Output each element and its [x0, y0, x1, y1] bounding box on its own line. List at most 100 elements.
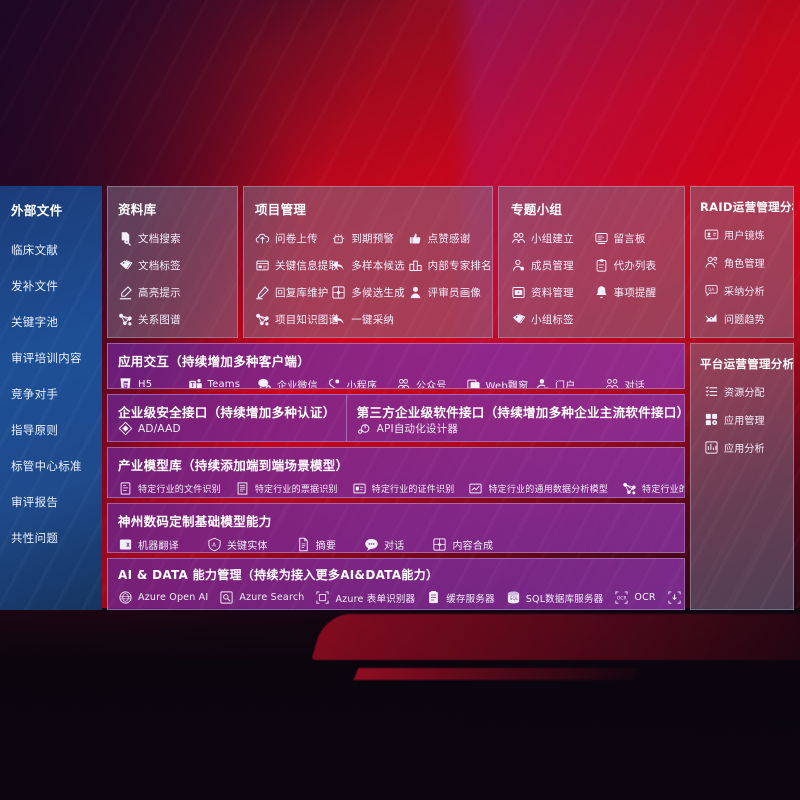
item-id-card-recognition[interactable]: 特定行业的证件识别 [352, 481, 455, 496]
item-cache-server[interactable]: 缓存服务器 [426, 590, 495, 605]
item-highlight-tip[interactable]: 高亮提示 [118, 285, 229, 300]
item-app-management[interactable]: 应用管理 [704, 412, 787, 427]
panel-raid-title: RAID运营管理分析 [700, 200, 794, 214]
item-document-tag[interactable]: 文档标签 [118, 258, 229, 273]
item-official-account[interactable]: 公众号 [396, 377, 466, 388]
item-label: AD/AAD [138, 422, 181, 435]
item-relation-graph[interactable]: 关系图谱 [118, 312, 229, 327]
item-dialog-model[interactable]: 对话 [364, 537, 404, 552]
ocr-icon: OCR [614, 590, 629, 605]
item-resource-allocation[interactable]: 资源分配 [704, 384, 787, 399]
item-sql-database-server[interactable]: SQL SQL数据库服务器 [506, 590, 604, 605]
item-miniprogram[interactable]: 小程序 [327, 377, 397, 388]
item-one-click-adopt[interactable]: 一键采纳 [331, 312, 407, 327]
item-expiry-alert[interactable]: 到期预警 [331, 231, 407, 246]
item-questionnaire-upload[interactable]: 问卷上传 [255, 231, 331, 246]
item-todo-list[interactable]: 代办列表 [594, 258, 677, 273]
item-role-manage[interactable]: 角色管理 [704, 255, 787, 270]
sql-database-icon: SQL [506, 590, 521, 605]
item-label: Azure Search [239, 592, 305, 603]
item-portal[interactable]: 门户 [535, 377, 605, 388]
item-data-analysis-model[interactable]: 特定行业的通用数据分析模型 [468, 481, 608, 496]
item-content-synthesis[interactable]: 内容合成 [432, 537, 493, 552]
thumbs-up-icon [408, 231, 423, 246]
item-label: 事项提醒 [613, 287, 657, 299]
item-web-popup[interactable]: Web飘窗 [466, 377, 536, 388]
item-wecom[interactable]: 企业微信 [257, 377, 327, 389]
item-key-info-extract[interactable]: 关键信息提取 [255, 258, 339, 273]
item-issue-trend[interactable]: 问题趋势 [704, 311, 787, 326]
sidebar-item-supplement-files[interactable]: 发补文件 [11, 279, 59, 293]
background-shape-upper [311, 614, 800, 660]
item-label: 小组标签 [531, 314, 574, 326]
item-label: 资料管理 [531, 287, 574, 299]
item-document-search[interactable]: 文档搜索 [118, 231, 229, 246]
sidebar-item-standards-center[interactable]: 标管中心标准 [11, 459, 82, 473]
item-form-recognizer[interactable]: Azure 表单识别器 [315, 590, 415, 605]
item-label: 用户镜炼 [724, 231, 765, 242]
item-summary[interactable]: 摘要 [296, 537, 336, 552]
left-column: 资料库 文档搜索 文档标签 高亮提示 [107, 186, 685, 610]
ranking-bar-icon [408, 258, 423, 273]
item-user-profile[interactable]: 用户镜炼 [704, 227, 787, 242]
top-panels-row: 资料库 文档搜索 文档标签 高亮提示 [107, 186, 685, 338]
item-material-manage[interactable]: 资料管理 [511, 285, 594, 300]
panel-project-title: 项目管理 [255, 202, 307, 217]
item-label: 文档标签 [138, 260, 181, 272]
sidebar-item-clinical-literature[interactable]: 临床文献 [11, 243, 59, 257]
band-dcits-items: A 机器翻译 A 关键实体 摘要 对话 [118, 537, 674, 552]
group-create-icon [511, 231, 526, 246]
item-dialog[interactable]: 对话 [605, 377, 675, 388]
item-label: 应用分析 [724, 444, 765, 455]
item-h5[interactable]: H5 [118, 377, 188, 388]
item-file-recognition[interactable]: 特定行业的文件识别 [118, 481, 221, 496]
item-like-thanks[interactable]: 点赞感谢 [408, 231, 484, 246]
item-app-analysis[interactable]: 应用分析 [704, 440, 787, 455]
item-member-manage[interactable]: 成员管理 [511, 258, 594, 273]
message-board-icon [594, 231, 609, 246]
item-azure-open-ai[interactable]: Azure Open AI [118, 590, 208, 605]
sidebar-item-review-report[interactable]: 审评报告 [11, 495, 59, 509]
sidebar-item-keyword-pool[interactable]: 关键字池 [11, 315, 59, 329]
band-dcits-title: 神州数码定制基础模型能力 [118, 514, 272, 529]
bell-icon [594, 285, 609, 300]
item-event-reminder[interactable]: 事项提醒 [594, 285, 677, 300]
item-message-board[interactable]: 留言板 [594, 231, 677, 246]
item-reply-library-maintain[interactable]: 回复库维护 [255, 285, 331, 300]
item-adoption-analysis[interactable]: QA 采纳分析 [704, 283, 787, 298]
user-card-icon [704, 227, 719, 242]
item-label: 企业微信 [277, 381, 318, 389]
item-key-entity[interactable]: A 关键实体 [207, 537, 268, 552]
item-label: 特定行业的证件识别 [371, 485, 455, 495]
item-group-create[interactable]: 小组建立 [511, 231, 594, 246]
sidebar-item-review-training[interactable]: 审评培训内容 [11, 351, 82, 365]
panel-platform-title: 平台运营管理分析 [700, 357, 794, 371]
item-invoice-recognition[interactable]: 特定行业的票据识别 [235, 481, 338, 496]
item-ocr[interactable]: OCR OCR [614, 590, 656, 605]
cloud-upload-icon [255, 231, 270, 246]
key-entity-icon: A [207, 537, 222, 552]
item-internal-expert-ranking[interactable]: 内部专家排名 [408, 258, 492, 273]
band-model-title: 产业模型库（持续添加端到端场景模型） [118, 458, 349, 473]
item-azure-search[interactable]: Azure Search [219, 590, 304, 605]
item-project-knowledge-graph[interactable]: 项目知识图谱 [255, 312, 339, 327]
portal-user-icon [535, 377, 550, 388]
item-label: 代办列表 [613, 260, 657, 272]
item-teams[interactable]: Teams [188, 377, 258, 388]
item-multi-candidate-generate[interactable]: 多候选生成 [331, 285, 407, 300]
item-label: 关系图谱 [138, 314, 181, 326]
item-group-tag[interactable]: 小组标签 [511, 312, 594, 327]
sidebar-item-guidelines[interactable]: 指导原则 [11, 423, 59, 437]
item-multi-sample-candidate[interactable]: 多样本候选 [331, 258, 407, 273]
item-machine-translation[interactable]: A 机器翻译 [118, 537, 179, 552]
item-api-designer[interactable]: API自动化设计器 [357, 421, 684, 436]
sidebar-item-competitors[interactable]: 竞争对手 [11, 387, 59, 401]
item-label: 采纳分析 [724, 287, 765, 298]
sidebar-item-common-issues[interactable]: 共性问题 [11, 531, 59, 545]
item-knowledge-graph-model[interactable]: 特定行业的通用知识图谱模型 [622, 481, 684, 496]
document-search-icon [118, 231, 133, 246]
content-synthesis-icon [432, 537, 447, 552]
item-speech-understanding[interactable]: 语音理解 [667, 590, 684, 605]
item-ad-aad[interactable]: AD/AAD [118, 421, 306, 436]
item-reviewer-portrait[interactable]: 评审员画像 [408, 285, 484, 300]
